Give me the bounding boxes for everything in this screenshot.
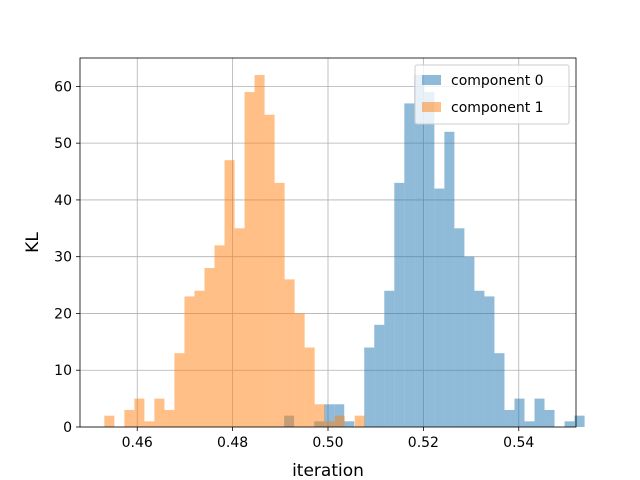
histogram-bar-series-0 [394, 182, 405, 427]
y-tick-label: 40 [54, 193, 72, 209]
histogram-bar-series-0 [524, 421, 535, 427]
histogram-bar-series-1 [104, 415, 115, 427]
histogram-bar-series-0 [324, 404, 335, 427]
y-tick-label: 30 [54, 250, 72, 266]
y-tick-label: 20 [54, 306, 72, 322]
histogram-bar-series-1 [164, 409, 175, 427]
histogram-bar-series-0 [374, 324, 385, 427]
histogram-bar-series-0 [384, 290, 395, 427]
x-tick-label: 0.46 [122, 435, 153, 451]
histogram-bar-series-0 [474, 290, 485, 427]
histogram-bar-series-1 [134, 398, 145, 427]
histogram-bar-series-1 [174, 353, 185, 427]
histogram-bar-series-1 [214, 245, 225, 427]
histogram-bar-series-1 [354, 415, 365, 427]
y-tick-label: 50 [54, 136, 72, 152]
histogram-bar-series-0 [534, 398, 545, 427]
histogram-bar-series-1 [194, 290, 205, 427]
x-tick-label: 0.48 [217, 435, 248, 451]
histogram-bar-series-1 [144, 421, 155, 427]
histogram-bar-series-1 [124, 409, 135, 427]
legend: component 0 component 1 [414, 64, 570, 125]
x-tick-label: 0.52 [408, 435, 439, 451]
histogram-bar-series-0 [444, 131, 455, 428]
legend-swatch [422, 102, 441, 112]
histogram-bar-series-0 [574, 415, 585, 427]
legend-label: component 1 [451, 100, 544, 116]
histogram-bar-series-0 [514, 398, 525, 427]
histogram-bar-series-1 [284, 279, 295, 427]
histogram-bar-series-0 [344, 421, 355, 427]
histogram-bar-series-0 [414, 75, 425, 428]
histogram-bar-series-0 [464, 256, 475, 427]
y-tick-label: 10 [54, 363, 72, 379]
histogram-bar-series-1 [274, 182, 285, 427]
histogram-bar-series-0 [484, 296, 495, 427]
histogram-bar-series-1 [224, 160, 235, 427]
histogram-bar-series-1 [204, 268, 215, 427]
histogram-bar-series-1 [254, 75, 265, 428]
histogram-bar-series-0 [424, 92, 435, 428]
legend-label: component 0 [451, 73, 544, 89]
ticks: 0.46 0.48 0.50 0.52 0.54 0 10 20 30 40 50 60 [54, 79, 534, 451]
y-axis-label: KL [23, 232, 43, 253]
histogram-bar-series-1 [304, 347, 315, 427]
histogram-bar-series-0 [454, 228, 465, 427]
histogram-bar-series-0 [504, 409, 515, 427]
histogram-bar-series-1 [184, 296, 195, 427]
histogram-bar-series-1 [234, 228, 245, 427]
histogram-bar-series-1 [244, 92, 255, 428]
histogram-bar-series-1 [264, 114, 275, 428]
y-tick-label: 0 [63, 420, 72, 436]
y-tick-label: 60 [54, 79, 72, 95]
histogram-bar-series-0 [564, 421, 575, 427]
histogram-bar-series-0 [364, 347, 375, 427]
histogram-bar-series-1 [154, 398, 165, 427]
histogram-bar-series-0 [434, 188, 445, 427]
x-axis-label: iteration [292, 461, 364, 480]
histogram-bar-series-1 [324, 421, 335, 427]
histogram-bar-series-1 [334, 415, 345, 427]
x-tick-label: 0.54 [503, 435, 534, 451]
histogram-bar-series-0 [494, 353, 505, 427]
x-tick-label: 0.50 [312, 435, 343, 451]
legend-swatch [422, 75, 441, 85]
histogram-bar-series-0 [544, 409, 555, 427]
histogram-bar-series-1 [294, 313, 305, 427]
histogram-bar-series-0 [404, 103, 415, 428]
bars [104, 75, 585, 428]
histogram-bar-series-1 [314, 404, 325, 427]
legend-box [414, 64, 570, 125]
